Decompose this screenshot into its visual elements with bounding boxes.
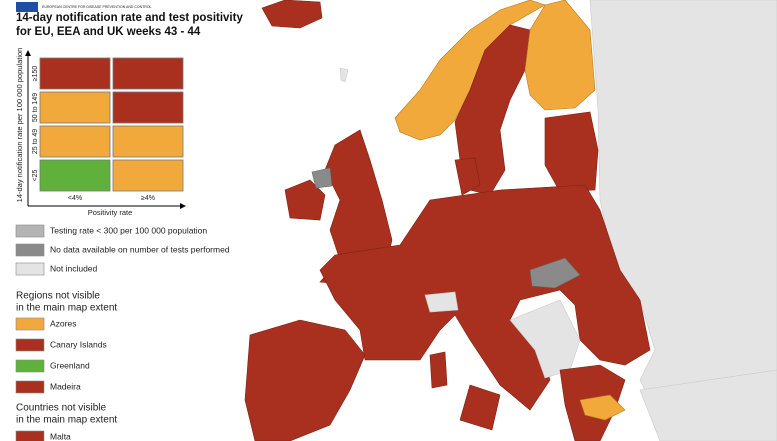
legend-label: Greenland xyxy=(50,360,90,370)
legend-label: Malta xyxy=(50,431,71,441)
sardinia xyxy=(429,351,448,389)
greece-region xyxy=(579,394,626,421)
legend: ≥150 50 to 149 25 to 49 <25 <4% ≥4% Testing ra… xyxy=(15,57,230,441)
legend-label: Canary Islands xyxy=(50,339,107,349)
title-line: 14-day notification rate and test positi… xyxy=(16,12,243,24)
swatch xyxy=(15,243,45,257)
matrix-y-label: 14-day notification rate per 100 000 pop… xyxy=(15,48,24,203)
swatch xyxy=(15,359,45,373)
matrix-cell xyxy=(112,159,184,192)
matrix-cell xyxy=(39,57,111,90)
legend-label: Not included xyxy=(50,263,98,273)
section-heading: Countries not visible xyxy=(16,403,106,414)
row-label: ≥150 xyxy=(32,66,39,82)
section-heading: Regions not visible xyxy=(16,291,100,302)
logo-text: EUROPEAN CENTRE FOR DISEASE PREVENTION A… xyxy=(42,5,152,9)
continental-europe xyxy=(319,184,651,411)
section-heading: in the main map extent xyxy=(16,303,117,314)
map xyxy=(244,0,777,441)
iceland xyxy=(261,0,323,29)
row-label: <25 xyxy=(32,169,39,181)
swatch xyxy=(15,262,45,276)
switzerland xyxy=(424,291,459,313)
matrix-x-label: Positivity rate xyxy=(88,208,133,217)
column-label: <4% xyxy=(68,195,82,202)
legend-label: Testing rate < 300 per 100 000 populatio… xyxy=(50,225,207,235)
title-line: for EU, EEA and UK weeks 43 - 44 xyxy=(16,26,201,38)
legend-label: No data available on number of tests per… xyxy=(50,244,230,254)
swatch xyxy=(15,430,45,441)
matrix-cell xyxy=(39,159,111,192)
matrix-cell xyxy=(39,91,111,124)
sicily xyxy=(459,384,501,431)
denmark xyxy=(454,157,481,196)
ireland xyxy=(284,179,326,221)
hungary xyxy=(529,257,581,289)
matrix-cell xyxy=(112,91,184,124)
row-label: 25 to 49 xyxy=(32,129,39,154)
non-eu-east xyxy=(589,0,777,441)
islet xyxy=(339,67,349,83)
swatch xyxy=(15,380,45,394)
iberia xyxy=(244,319,366,441)
section-heading: in the main map extent xyxy=(16,415,117,426)
legend-label: Azores xyxy=(50,318,76,328)
matrix-cell xyxy=(39,125,111,158)
northern-ireland xyxy=(311,167,333,189)
logo-flag xyxy=(16,2,38,12)
x-arrowhead xyxy=(180,203,186,209)
y-arrowhead xyxy=(25,50,31,56)
legend-label: Madeira xyxy=(50,381,81,391)
turkey xyxy=(639,369,777,441)
swatch xyxy=(15,224,45,238)
swatch xyxy=(15,317,45,331)
swatch xyxy=(15,338,45,352)
row-label: 50 to 149 xyxy=(32,93,39,122)
baltics xyxy=(544,111,599,193)
matrix-cell xyxy=(112,125,184,158)
column-label: ≥4% xyxy=(141,195,155,202)
finland xyxy=(524,0,596,111)
matrix-cell xyxy=(112,57,184,90)
